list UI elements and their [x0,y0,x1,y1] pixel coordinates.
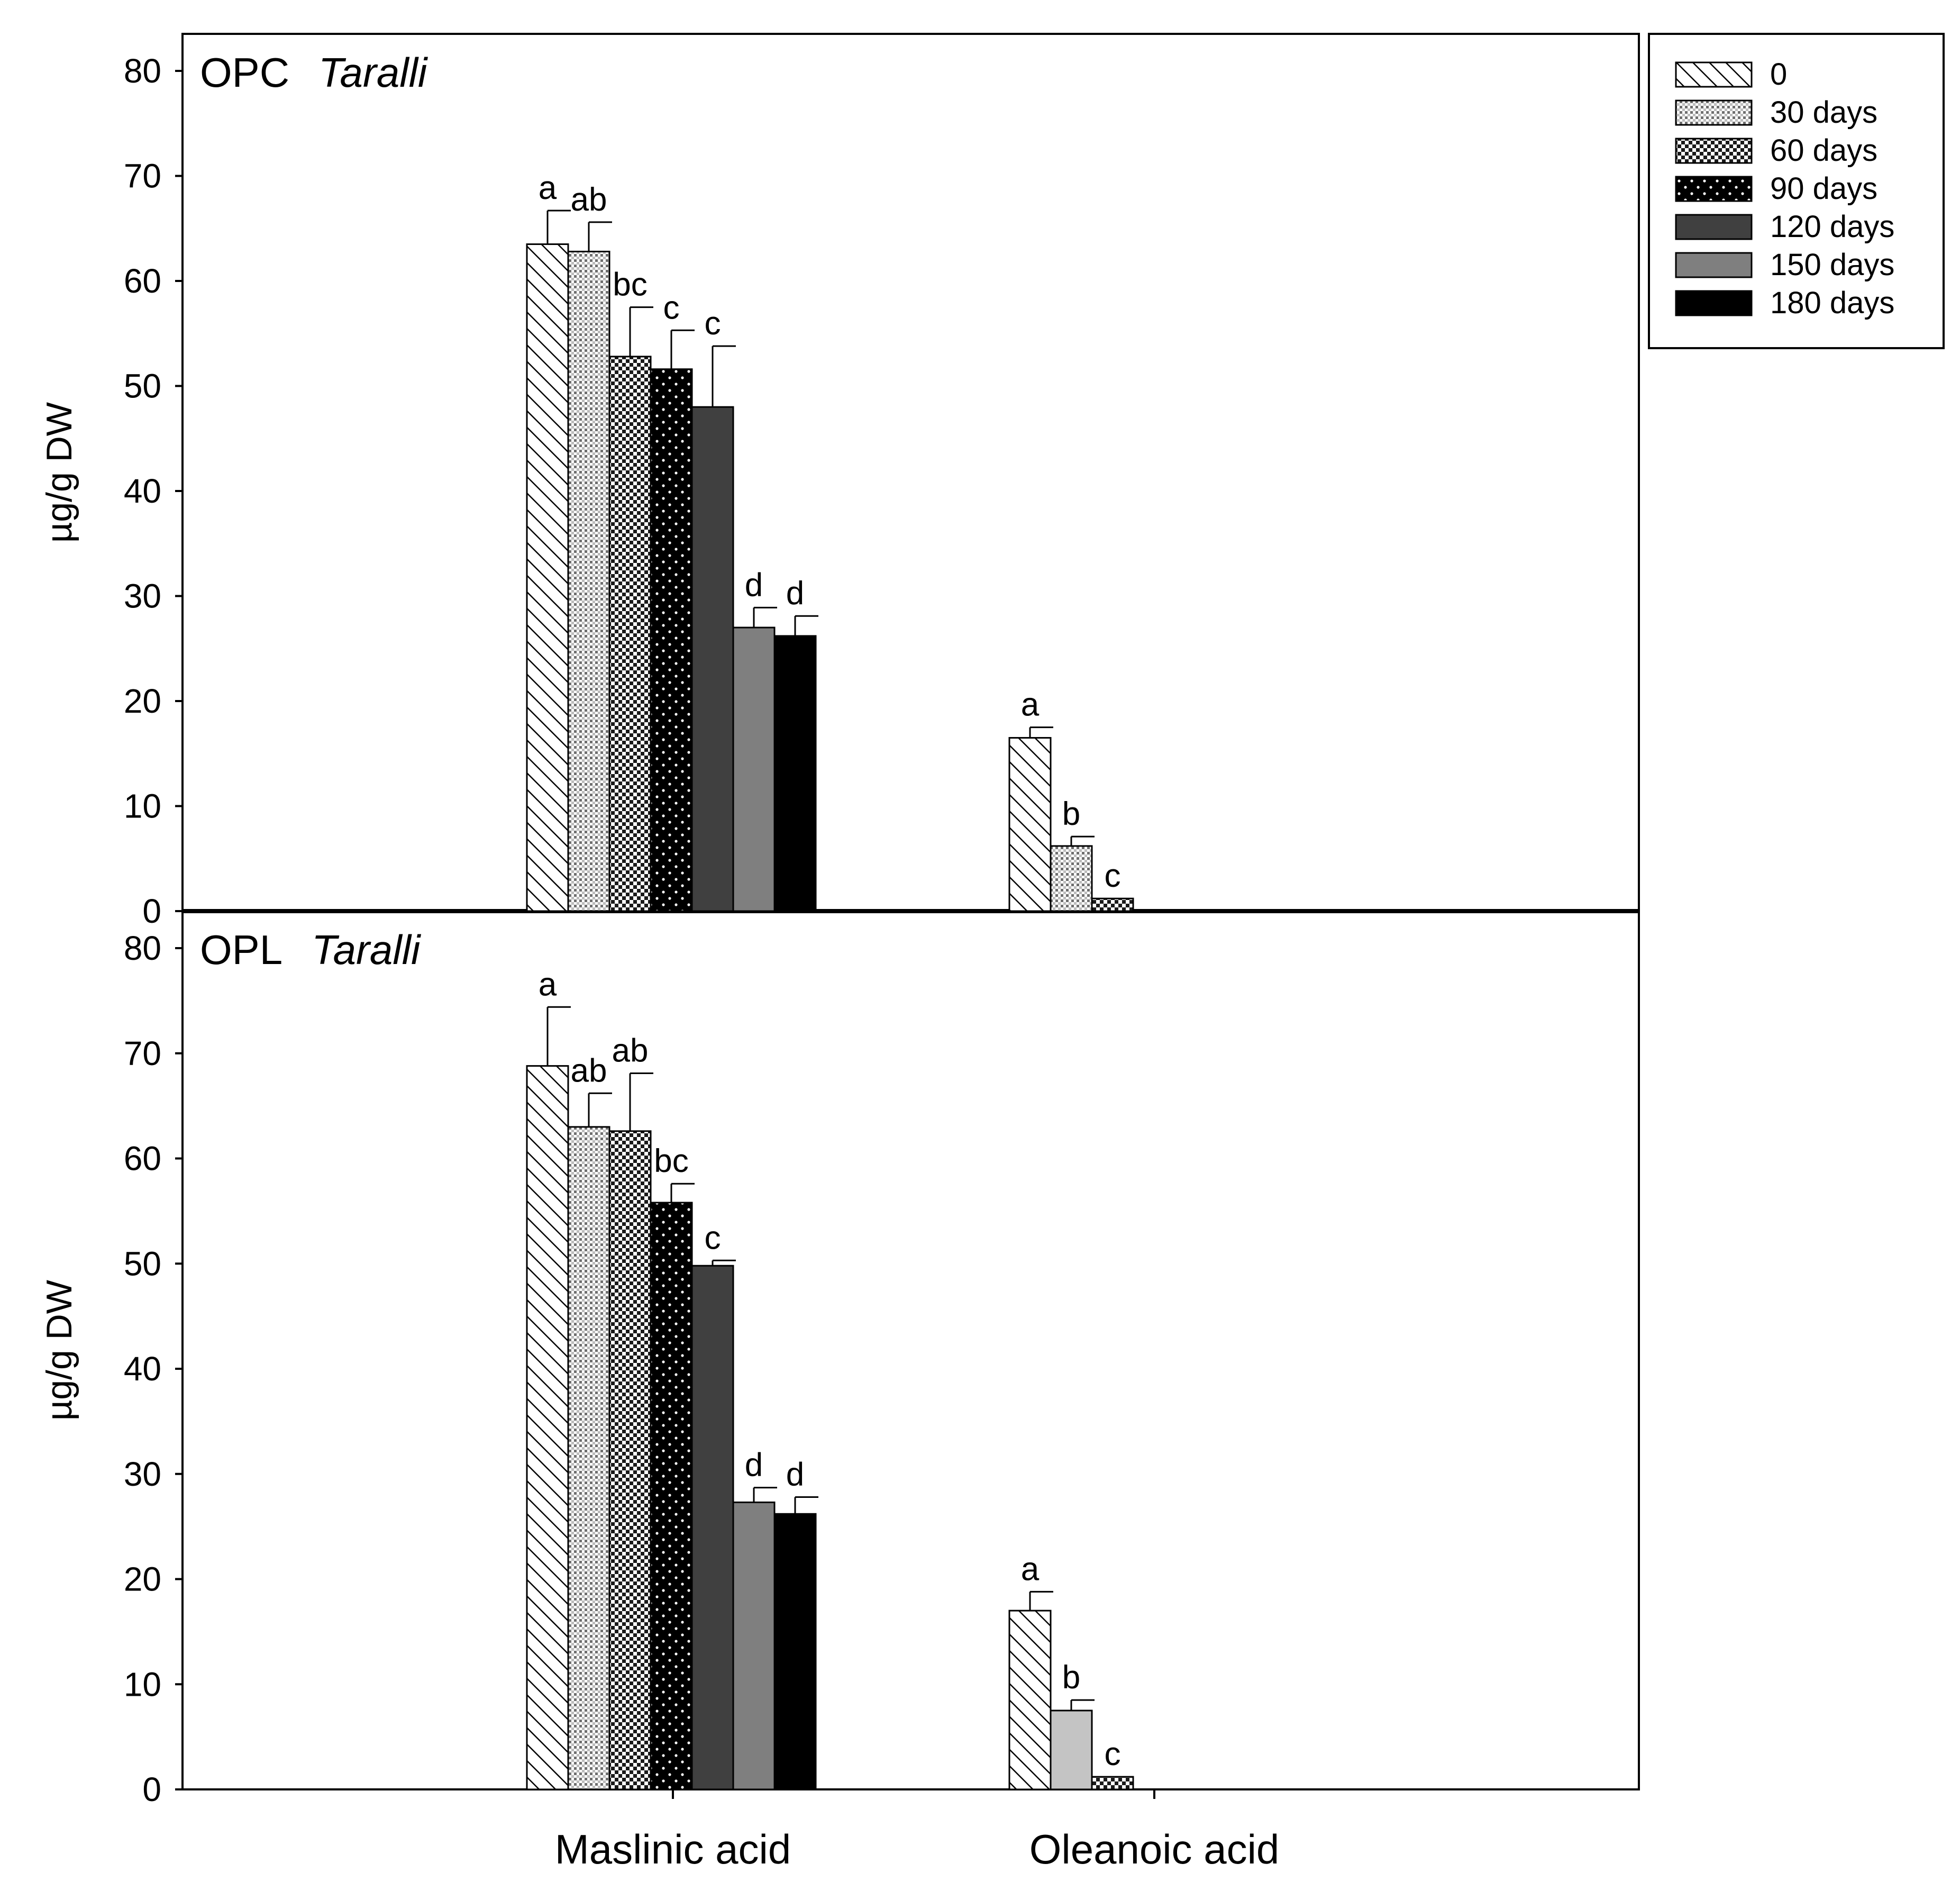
significance-label: bc [654,1143,688,1179]
y-tick-label: 80 [124,929,161,967]
y-tick-label: 0 [142,1770,161,1808]
panel-2: 0 10 20 30 40 50 60 70 80 µg/g DW OPL Taralli a a ab b a… [39,926,1134,1808]
x-tick-label: Oleanoic acid [1029,1826,1280,1872]
bar [773,635,817,912]
y-tick-label: 0 [142,892,161,930]
legend-label: 30 days [1770,95,1877,130]
legend-label: 180 days [1770,286,1894,320]
bar [732,1501,776,1790]
legend-label: 0 [1770,57,1787,92]
bar [526,243,569,912]
legend-swatch [1675,99,1753,126]
legend-swatch [1675,176,1753,202]
legend-label: 150 days [1770,248,1894,282]
bar [1091,1776,1134,1790]
significance-label: ab [571,181,607,218]
panel-title-product: Taralli [312,926,422,973]
y-axis-title: µg/g DW [39,402,79,543]
significance-label: b [1062,796,1080,832]
bar [1050,1710,1093,1790]
significance-label: a [539,966,557,1003]
y-tick-label: 80 [124,52,161,90]
bar [691,406,734,912]
y-tick-label: 60 [124,1140,161,1178]
legend-label: 60 days [1770,133,1877,168]
significance-label: ab [612,1033,649,1069]
legend-swatch [1675,61,1753,88]
bar [1091,897,1134,912]
legend-swatch [1675,290,1753,316]
bar [1050,845,1093,912]
significance-label: d [745,567,763,603]
bar [773,1513,817,1790]
y-tick-label: 30 [124,577,161,615]
bar [1008,737,1052,912]
legend-label: 90 days [1770,171,1877,206]
significance-label: ab [571,1052,607,1089]
y-tick-label: 20 [124,1560,161,1598]
y-tick-label: 30 [124,1455,161,1493]
y-tick-label: 70 [124,157,161,195]
significance-label: a [1021,1551,1040,1587]
significance-label: c [1105,1736,1121,1772]
significance-label: bc [613,267,647,303]
significance-label: d [786,575,804,612]
significance-label: d [786,1456,804,1493]
legend-label: 120 days [1770,210,1894,244]
y-tick-label: 20 [124,682,161,720]
y-tick-label: 50 [124,1244,161,1283]
significance-label: c [705,1220,721,1256]
x-tick-label: Maslinic acid [555,1826,791,1872]
y-tick-label: 40 [124,472,161,510]
bar [608,356,652,912]
significance-label: c [663,289,680,326]
bar [526,1065,569,1790]
y-tick-label: 60 [124,262,161,300]
y-tick-label: 70 [124,1034,161,1072]
bar [650,368,693,912]
panel-title-code: OPL [200,926,282,973]
y-tick-label: 10 [124,787,161,825]
y-tick-label: 40 [124,1350,161,1388]
significance-label: b [1062,1659,1080,1696]
bar [608,1130,652,1790]
bar [732,626,776,912]
panel-title-product: Taralli [318,49,429,96]
significance-label: a [1021,687,1040,723]
panel-title: OPC Taralli [200,49,429,96]
significance-label: c [1105,858,1121,894]
bar [650,1202,693,1790]
bar [567,1126,610,1790]
bar [567,250,610,912]
significance-label: a [539,170,557,206]
y-tick-label: 10 [124,1665,161,1703]
legend-swatch [1675,252,1753,278]
y-axis-title: µg/g DW [39,1280,79,1421]
y-tick-label: 50 [124,367,161,405]
bar [1008,1610,1052,1790]
panel-title: OPL Taralli [200,926,422,973]
significance-label: c [705,305,721,342]
panel-title-code: OPC [200,49,289,96]
legend-swatch [1675,138,1753,164]
bar [691,1265,734,1790]
legend-swatch [1675,214,1753,240]
significance-label: d [745,1447,763,1484]
